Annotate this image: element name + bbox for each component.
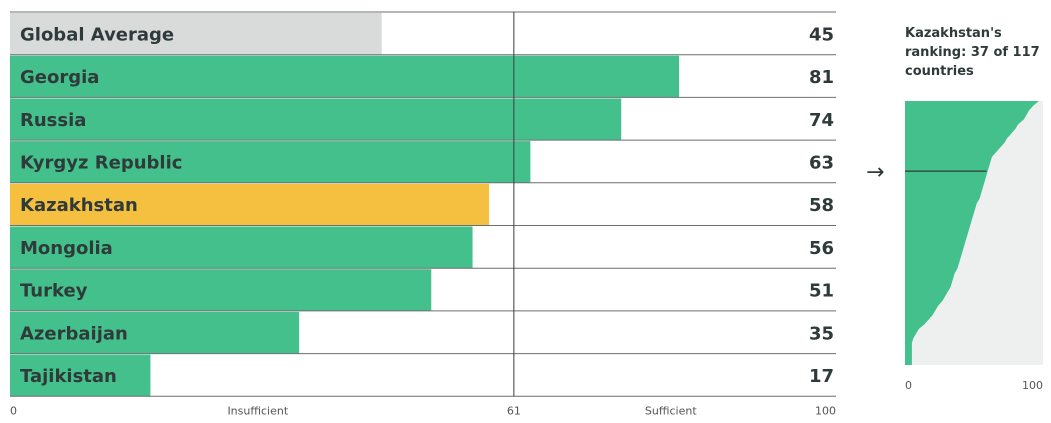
bar-azerbaijan bbox=[10, 311, 300, 354]
x-axis-tick-label: 100 bbox=[815, 404, 836, 417]
bar-mongolia bbox=[10, 226, 473, 268]
bar-category-label: Georgia bbox=[20, 67, 99, 88]
bar-category-label: Kyrgyz Republic bbox=[20, 152, 182, 173]
x-axis-tick-label: Insufficient bbox=[227, 404, 288, 417]
bar-kyrgyz-republic bbox=[10, 141, 531, 183]
bar-georgia bbox=[10, 55, 680, 98]
bar-value-label: 17 bbox=[809, 366, 834, 387]
bar-kazakhstan bbox=[10, 183, 490, 226]
x-axis-tick-label: 61 bbox=[507, 404, 521, 417]
x-axis-tick-label: 0 bbox=[10, 404, 17, 417]
bar-category-label: Tajikistan bbox=[20, 366, 117, 387]
bar-value-label: 63 bbox=[809, 152, 834, 173]
bar-value-label: 35 bbox=[809, 323, 834, 344]
bar-tajikistan bbox=[10, 354, 151, 397]
ranking-axis-tick-label: 0 bbox=[905, 379, 912, 392]
ranking-arrow-icon: → bbox=[866, 160, 885, 185]
bar-category-label: Turkey bbox=[20, 281, 88, 302]
bar-russia bbox=[10, 98, 622, 140]
ranking-axis-tick-label: 100 bbox=[1022, 379, 1043, 392]
bar-value-label: 51 bbox=[809, 281, 834, 302]
bar-global-average bbox=[10, 13, 382, 55]
bar-value-label: 45 bbox=[809, 24, 834, 45]
x-axis-tick-label: Sufficient bbox=[645, 404, 697, 417]
bar-turkey bbox=[10, 269, 432, 311]
ranking-distribution-area bbox=[905, 101, 1039, 365]
ranking-distribution-chart: Kazakhstan's ranking: 37 of 117 countries 0… bbox=[905, 26, 1043, 392]
bar-value-label: 81 bbox=[809, 67, 834, 88]
bar-category-label: Azerbaijan bbox=[20, 323, 128, 344]
bar-category-label: Mongolia bbox=[20, 238, 113, 259]
bar-value-label: 56 bbox=[809, 238, 834, 259]
bar-value-label: 58 bbox=[809, 195, 834, 216]
bar-category-label: Russia bbox=[20, 110, 86, 131]
bar-category-label: Kazakhstan bbox=[20, 195, 138, 216]
ranking-title: Kazakhstan's ranking: 37 of 117 countries bbox=[905, 26, 1040, 79]
bar-value-label: 74 bbox=[809, 110, 834, 131]
country-bar-chart: Global Average 45 Georgia 81 Russia 74 Kyrgyz … bbox=[10, 11, 836, 417]
bar-category-label: Global Average bbox=[20, 24, 174, 45]
